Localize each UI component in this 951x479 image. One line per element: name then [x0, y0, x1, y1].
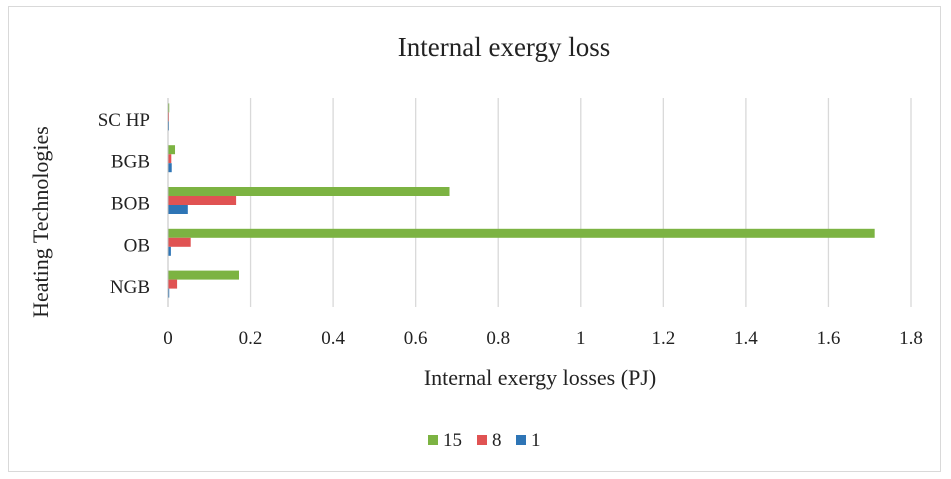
x-tick-label: 1.2 [651, 328, 675, 349]
x-tick-label: 0.6 [404, 328, 428, 349]
y-tick-label: BGB [111, 152, 150, 173]
y-tick-label: NGB [110, 277, 150, 298]
y-tick-label: OB [124, 235, 150, 256]
bar-bob-series-15 [168, 187, 450, 196]
x-tick-label: 1.8 [899, 328, 923, 349]
legend-label-15: 15 [443, 430, 462, 451]
bar-bgb-series-8 [168, 154, 172, 164]
bar-ob-series-15 [168, 228, 875, 238]
x-tick-label: 0.4 [321, 328, 345, 349]
legend-swatch-15 [428, 435, 438, 445]
x-tick-label: 1 [576, 328, 586, 349]
chart-frame [8, 6, 941, 472]
legend: 15 8 1 [428, 430, 541, 451]
bar-ob-series-1 [168, 246, 171, 256]
bars [168, 103, 875, 298]
legend-swatch-8 [477, 435, 487, 445]
y-tick-label: BOB [111, 194, 150, 215]
x-tick-label: 1.4 [734, 328, 758, 349]
x-tick-label: 0.8 [486, 328, 510, 349]
x-tick-label: 0.2 [239, 328, 263, 349]
x-axis-title: Internal exergy losses (PJ) [424, 365, 656, 390]
bar-ngb-series-8 [168, 279, 178, 289]
bar-sc-hp-series-15 [168, 103, 170, 113]
legend-label-8: 8 [492, 430, 502, 451]
y-axis-title: Heating Technologies [28, 126, 53, 318]
bar-bob-series-8 [168, 196, 237, 205]
bar-ngb-series-1 [168, 288, 170, 298]
bar-bgb-series-15 [168, 145, 176, 155]
x-tick-label: 1.6 [817, 328, 841, 349]
legend-swatch-1 [516, 435, 526, 445]
y-tick-labels: NGB OB BOB BGB SC HP [98, 110, 150, 298]
bar-ngb-series-15 [168, 270, 239, 280]
y-tick-label: SC HP [98, 110, 150, 131]
bar-bgb-series-1 [168, 163, 172, 173]
bar-ob-series-8 [168, 237, 191, 247]
x-tick-labels: 0 0.2 0.4 0.6 0.8 1 1.2 1.4 1.6 1.8 [163, 328, 923, 349]
gridlines [249, 98, 912, 307]
bar-bob-series-1 [168, 205, 188, 214]
x-tick-label: 0 [163, 328, 173, 349]
chart-title: Internal exergy loss [398, 32, 610, 62]
legend-label-1: 1 [531, 430, 541, 451]
